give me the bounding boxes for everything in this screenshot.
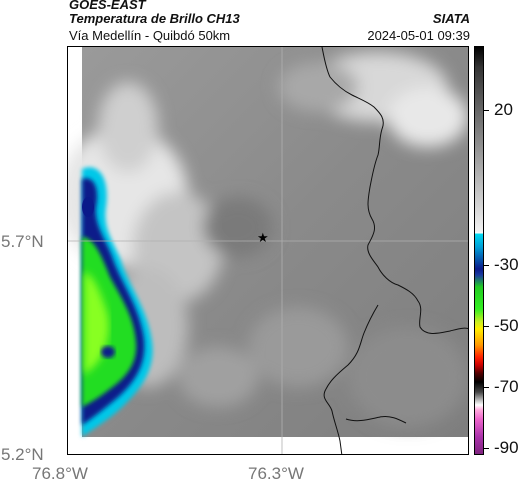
route-subtitle: Vía Medellín - Quibdó 50km	[69, 28, 231, 43]
colorbar-tick	[484, 110, 489, 111]
colorbar-tick	[484, 265, 489, 266]
temperature-colorbar	[474, 46, 484, 455]
colorbar-label-minus70: -70	[494, 377, 519, 396]
map-canvas	[68, 47, 468, 454]
lon-label-76-3: 76.3°W	[248, 464, 304, 483]
lon-label-76-8: 76.8°W	[32, 464, 88, 483]
map-header: GOES-EAST Temperatura de Brillo CH13 Vía…	[0, 0, 526, 46]
colorbar-tick	[484, 448, 489, 449]
org-label: SIATA	[432, 11, 470, 26]
colorbar-label-20: 20	[494, 100, 513, 119]
colorbar-tick	[484, 387, 489, 388]
boundary-lines	[321, 47, 468, 454]
colorbar-label-minus50: -50	[494, 316, 519, 335]
colorbar-tick	[484, 326, 489, 327]
satellite-map[interactable]: ★	[67, 46, 469, 455]
lat-label-5-7: 5.7°N	[1, 232, 44, 251]
colorbar-label-minus90: -90	[494, 438, 519, 457]
cold-cloud-core	[82, 167, 153, 437]
colorbar-label-minus30: -30	[494, 255, 519, 274]
datetime-label: 2024-05-01 09:39	[367, 28, 470, 43]
product-title: Temperatura de Brillo CH13	[69, 11, 240, 26]
lat-label-5-2: 5.2°N	[1, 445, 44, 464]
city-star-icon[interactable]: ★	[257, 230, 269, 245]
satellite-title: GOES-EAST	[69, 0, 146, 12]
